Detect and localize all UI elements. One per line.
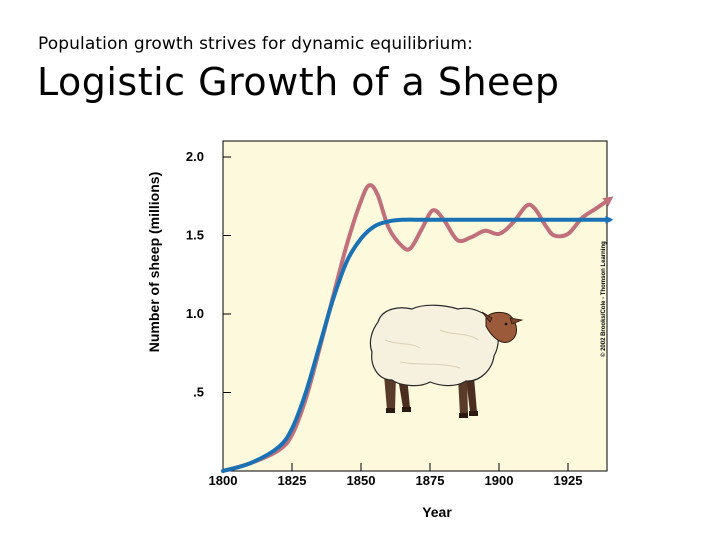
x-axis-ticks: 1800 1825 1850 1875 1900 1925	[209, 463, 583, 488]
x-tick-label: 1800	[209, 473, 238, 488]
y-axis-ticks: .5 1.0 1.5 2.0	[186, 149, 231, 400]
x-tick-label: 1925	[554, 473, 583, 488]
x-tick-label: 1825	[278, 473, 307, 488]
y-axis-title: Number of sheep (millions)	[146, 172, 162, 352]
x-tick-label: 1875	[416, 473, 445, 488]
plot-area	[222, 140, 608, 472]
slide-title: Logistic Growth of a Sheep	[37, 60, 560, 104]
sheep-illustration	[369, 304, 524, 418]
y-tick-label: 1.0	[186, 306, 204, 321]
logistic-curve-line	[221, 215, 614, 473]
slide-subtitle: Population growth strives for dynamic eq…	[38, 34, 473, 54]
series-layer	[221, 183, 614, 473]
copyright-credit: © 2002 Brooks/Cole - Thomson Learning	[600, 241, 607, 357]
x-axis-title: Year	[422, 504, 452, 520]
x-tick-label: 1850	[347, 473, 376, 488]
y-tick-label: .5	[193, 385, 204, 400]
y-tick-label: 2.0	[186, 149, 204, 164]
y-tick-label: 1.5	[186, 228, 204, 243]
x-tick-label: 1900	[485, 473, 514, 488]
